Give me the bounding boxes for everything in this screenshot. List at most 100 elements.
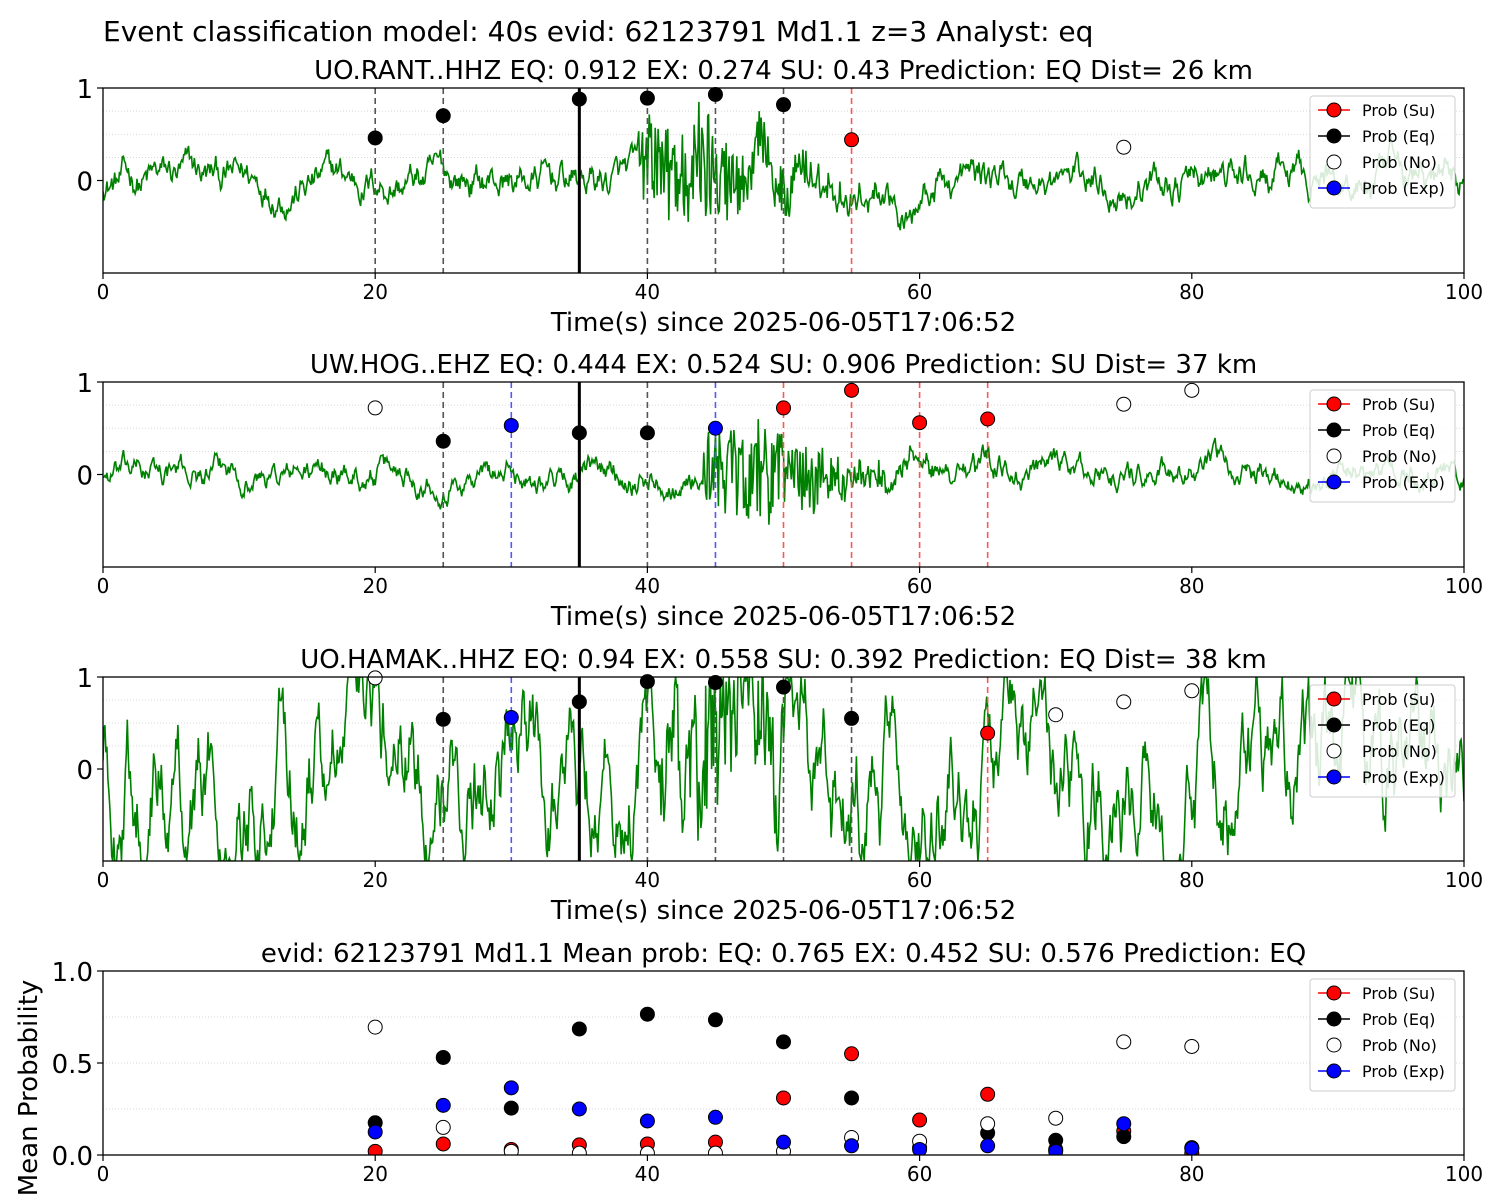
- legend-marker-su: [1326, 691, 1342, 707]
- x-tick-label: 40: [635, 1162, 660, 1186]
- mean-point-exp: [707, 1109, 723, 1125]
- y-tick-label: 1: [76, 75, 93, 105]
- y-tick-label: 0.0: [52, 1142, 93, 1172]
- prob-point-su: [980, 411, 996, 427]
- prob-point-eq: [776, 97, 791, 113]
- mean-point-no: [707, 1145, 723, 1155]
- legend-marker-eq: [1326, 128, 1342, 144]
- legend-label-exp: Prob (Exp): [1362, 768, 1445, 787]
- x-tick-label: 20: [362, 280, 387, 304]
- legend-label-su: Prob (Su): [1362, 984, 1435, 1003]
- legend-marker-no: [1326, 743, 1342, 759]
- mean-point-exp: [844, 1138, 860, 1154]
- legend-marker-eq: [1326, 422, 1342, 438]
- panel-title: UW.HOG..EHZ EQ: 0.444 EX: 0.524 SU: 0.90…: [310, 350, 1257, 380]
- mean-point-exp: [367, 1124, 383, 1140]
- mean-point-no: [1048, 1110, 1064, 1126]
- legend-marker-exp: [1326, 474, 1342, 490]
- x-tick-label: 80: [1179, 868, 1204, 892]
- prob-point-eq: [435, 108, 451, 124]
- prob-point-eq: [571, 694, 587, 710]
- mean-point-eq: [844, 1090, 860, 1106]
- legend: Prob (Su) Prob (Eq) Prob (No) Prob (Exp): [1309, 95, 1456, 209]
- panel-title: UO.HAMAK..HHZ EQ: 0.94 EX: 0.558 SU: 0.3…: [300, 645, 1266, 675]
- x-tick-label: 0: [97, 574, 110, 598]
- x-tick-label: 80: [1179, 1162, 1204, 1186]
- prob-point-su: [844, 382, 860, 398]
- legend-label-no: Prob (No): [1362, 153, 1437, 172]
- prob-point-no: [1184, 683, 1200, 699]
- legend-marker-no: [1326, 154, 1342, 170]
- y-tick-label: 1: [76, 369, 93, 399]
- mean-point-eq: [1116, 1129, 1132, 1145]
- mean-point-eq: [639, 1006, 655, 1022]
- prob-point-eq: [571, 425, 587, 441]
- mean-point-exp: [571, 1101, 587, 1117]
- prob-point-no: [1184, 382, 1200, 398]
- mean-point-exp: [503, 1080, 519, 1096]
- legend-label-no: Prob (No): [1362, 742, 1437, 761]
- mean-point-no: [639, 1145, 655, 1155]
- panel-3: UO.HAMAK..HHZ EQ: 0.94 EX: 0.558 SU: 0.3…: [76, 645, 1483, 926]
- y-tick-label: 0: [76, 462, 93, 492]
- prob-point-eq: [639, 425, 655, 441]
- x-tick-label: 60: [907, 280, 932, 304]
- panel-2: UW.HOG..EHZ EQ: 0.444 EX: 0.524 SU: 0.90…: [76, 350, 1483, 632]
- mean-point-no: [1184, 1038, 1200, 1054]
- mean-point-su: [435, 1136, 451, 1152]
- x-tick-label: 100: [1445, 280, 1483, 304]
- y-tick-label: 0: [76, 756, 93, 786]
- legend-label-eq: Prob (Eq): [1362, 421, 1435, 440]
- prob-point-no: [367, 670, 383, 686]
- legend-marker-no: [1326, 448, 1342, 464]
- legend-marker-eq: [1326, 1011, 1342, 1027]
- legend: Prob (Su) Prob (Eq) Prob (No) Prob (Exp): [1309, 389, 1456, 503]
- x-tick-label: 100: [1445, 1162, 1483, 1186]
- legend-marker-exp: [1326, 769, 1342, 785]
- legend-marker-su: [1326, 102, 1342, 118]
- x-axis-label: Time(s) since 2025-06-05T17:06:52: [550, 308, 1016, 338]
- x-tick-label: 20: [362, 1162, 387, 1186]
- prob-point-eq: [707, 86, 723, 102]
- mean-point-exp: [980, 1138, 996, 1154]
- mean-point-no: [980, 1116, 996, 1132]
- mean-point-no: [571, 1145, 587, 1155]
- waveform-trace: [103, 101, 1464, 231]
- x-tick-label: 80: [1179, 280, 1204, 304]
- legend-marker-su: [1326, 985, 1342, 1001]
- x-tick-label: 60: [907, 1162, 932, 1186]
- legend-label-exp: Prob (Exp): [1362, 179, 1445, 198]
- x-tick-label: 40: [635, 574, 660, 598]
- legend-box: [1309, 95, 1456, 209]
- mean-point-exp: [639, 1113, 655, 1129]
- y-tick-label: 0.5: [52, 1050, 93, 1080]
- mean-point-exp: [1116, 1116, 1132, 1132]
- mean-point-su: [912, 1112, 928, 1128]
- x-tick-label: 60: [907, 574, 932, 598]
- legend-label-no: Prob (No): [1362, 447, 1437, 466]
- legend-label-eq: Prob (Eq): [1362, 127, 1435, 146]
- prob-point-exp: [503, 709, 519, 725]
- prob-point-eq: [367, 130, 383, 146]
- panel-1: UO.RANT..HHZ EQ: 0.912 EX: 0.274 SU: 0.4…: [76, 56, 1483, 338]
- legend-label-su: Prob (Su): [1362, 690, 1435, 709]
- mean-point-exp: [1048, 1143, 1064, 1155]
- y-tick-label: 0: [76, 168, 93, 198]
- legend-label-eq: Prob (Eq): [1362, 1010, 1435, 1029]
- mean-point-su: [980, 1086, 996, 1102]
- mean-point-su: [776, 1090, 791, 1106]
- prob-point-no: [1048, 707, 1064, 723]
- prob-point-eq: [435, 711, 451, 727]
- mean-point-eq: [776, 1034, 791, 1050]
- y-tick-label: 1.0: [52, 958, 93, 988]
- mean-point-no: [1116, 1034, 1132, 1050]
- mean-point-no: [435, 1119, 451, 1135]
- x-axis-label: Time(s) since 2025-06-05T17:06:52: [550, 602, 1016, 632]
- legend: Prob (Su) Prob (Eq) Prob (No) Prob (Exp): [1309, 978, 1456, 1092]
- x-tick-label: 100: [1445, 868, 1483, 892]
- mean-point-eq: [435, 1049, 451, 1065]
- mean-point-su: [844, 1046, 860, 1062]
- legend-marker-su: [1326, 396, 1342, 412]
- legend-label-exp: Prob (Exp): [1362, 473, 1445, 492]
- panel-title: UO.RANT..HHZ EQ: 0.912 EX: 0.274 SU: 0.4…: [314, 56, 1253, 86]
